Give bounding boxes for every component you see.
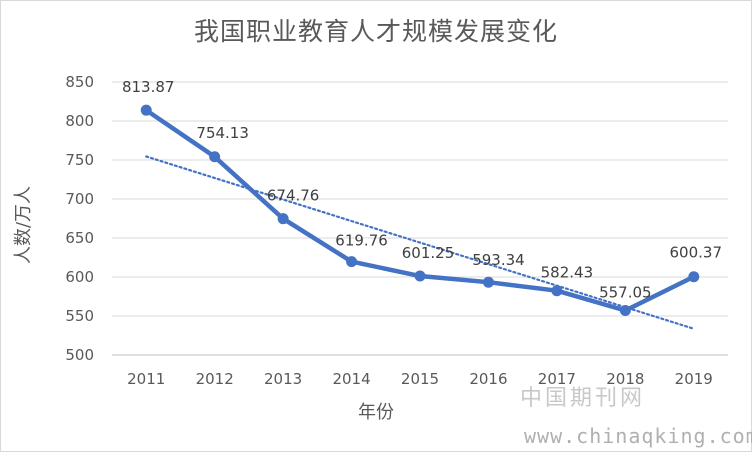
data-label-2015: 601.25 [402, 244, 455, 262]
y-tick-labels: 500 550 600 650 700 750 800 850 [65, 73, 94, 364]
series-points [140, 104, 700, 317]
x-axis-label: 年份 [358, 402, 394, 423]
x-tick-2018: 2018 [606, 370, 644, 388]
x-tick-2015: 2015 [401, 370, 439, 388]
x-tick-2011: 2011 [127, 370, 165, 388]
y-tick-850: 850 [65, 73, 94, 91]
y-tick-600: 600 [65, 268, 94, 286]
linear-trendline [145, 155, 695, 330]
point-2017 [551, 285, 563, 297]
point-2019 [688, 271, 700, 283]
data-label-2011: 813.87 [122, 78, 175, 96]
watermark-logo-text: 中国期刊网 [520, 386, 646, 411]
point-2014 [346, 256, 358, 268]
y-tick-700: 700 [65, 190, 94, 208]
y-tick-650: 650 [65, 229, 94, 247]
data-label-2019: 600.37 [670, 244, 723, 262]
data-label-2014: 619.76 [335, 232, 388, 250]
point-2013 [277, 213, 289, 225]
x-tick-2016: 2016 [469, 370, 507, 388]
data-label-2018: 557.05 [599, 284, 652, 302]
y-tick-550: 550 [65, 307, 94, 325]
x-tick-2013: 2013 [264, 370, 302, 388]
y-tick-750: 750 [65, 151, 94, 169]
y-tick-500: 500 [65, 346, 94, 364]
chart-title: 我国职业教育人才规模发展变化 [193, 17, 558, 46]
point-2018 [619, 305, 631, 317]
watermark-url: www.chinaqking.com [524, 424, 752, 448]
x-tick-2012: 2012 [196, 370, 234, 388]
gridlines [112, 81, 728, 356]
point-2016 [482, 276, 494, 288]
x-tick-labels: 2011 2012 2013 2014 2015 2016 2017 2018 2019 [127, 370, 713, 388]
data-label-2016: 593.34 [472, 251, 525, 269]
x-tick-2014: 2014 [332, 370, 370, 388]
data-labels: 813.87 754.13 674.76 619.76 601.25 593.34 582.… [122, 78, 722, 301]
data-label-2012: 754.13 [196, 124, 249, 142]
point-2015 [414, 270, 426, 282]
trendline [145, 155, 695, 330]
point-2012 [209, 151, 221, 163]
point-2011 [140, 104, 152, 116]
x-tick-2017: 2017 [538, 370, 576, 388]
data-label-2017: 582.43 [541, 264, 594, 282]
x-tick-2019: 2019 [675, 370, 713, 388]
y-tick-800: 800 [65, 112, 94, 130]
data-label-2013: 674.76 [267, 187, 320, 205]
